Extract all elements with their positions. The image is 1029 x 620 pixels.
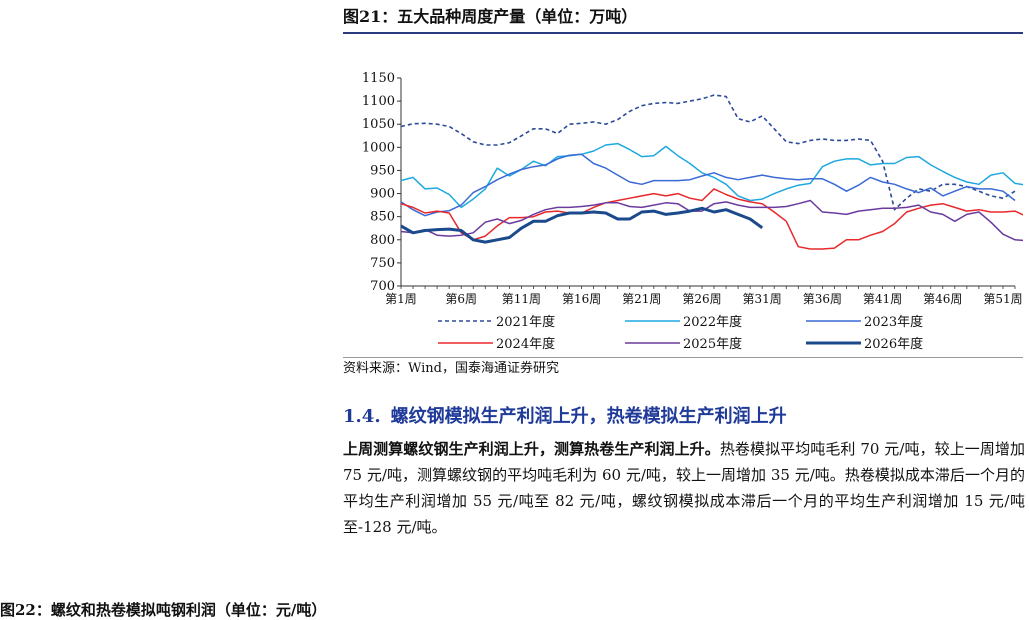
- y-tick-label: 800: [370, 233, 395, 248]
- x-tick-label: 第1周: [385, 292, 417, 306]
- legend-label-5: 2025年度: [683, 336, 742, 352]
- y-tick-label: 850: [370, 210, 395, 225]
- legend-label-2: 2022年度: [683, 314, 742, 330]
- series-line-6: [400, 206, 764, 244]
- paragraph-body: 热卷模拟平均吨毛利 70 元/吨，较上一周增加 75 元/吨，测算螺纹钢的平均吨…: [343, 440, 1025, 536]
- x-tick-label: 第46周: [923, 292, 962, 306]
- y-tick-label: 700: [370, 279, 395, 294]
- series-line-4: [400, 188, 1023, 250]
- series-line-1: [400, 94, 1016, 211]
- y-tick-label: 1100: [362, 94, 395, 109]
- x-tick-label: 第51周: [983, 292, 1022, 306]
- chart-axes: 700 750 800 850 900 950 1000 1050 1100 1150 第1周 第6周…: [362, 71, 1023, 306]
- series-line-5: [400, 199, 1023, 242]
- x-tick-label: 第21周: [622, 292, 661, 306]
- x-tick-label: 第31周: [743, 292, 782, 306]
- y-tick-label: 1050: [362, 117, 395, 132]
- legend-label-6: 2026年度: [864, 336, 923, 352]
- x-tick-label: 第26周: [682, 292, 721, 306]
- next-figure-title: 图22：螺纹和热卷模拟吨钢利润（单位：元/吨）: [0, 601, 327, 619]
- y-tick-label: 1150: [362, 71, 395, 86]
- chart-series: [400, 94, 1023, 250]
- source-rule: [343, 357, 1023, 358]
- section-title: 螺纹钢模拟生产利润上升，热卷模拟生产利润上升: [390, 406, 787, 427]
- y-tick-label: 1000: [362, 140, 395, 155]
- x-tick-label: 第36周: [803, 292, 842, 306]
- production-line-chart: 700 750 800 850 900 950 1000 1050 1100 1150 第1周 第6周…: [362, 71, 1023, 352]
- figure-title: 图21：五大品种周度产量（单位：万吨）: [343, 7, 638, 26]
- x-tick-label: 第16周: [562, 292, 601, 306]
- section-number: 1.4.: [343, 406, 381, 427]
- x-tick-label: 第41周: [863, 292, 902, 306]
- series-line-3: [400, 153, 1016, 217]
- y-tick-label: 750: [370, 256, 395, 271]
- section-heading: 1.4. 螺纹钢模拟生产利润上升，热卷模拟生产利润上升: [343, 404, 787, 430]
- paragraph-lead: 上周测算螺纹钢生产利润上升，测算热卷生产利润上升。: [343, 440, 720, 458]
- series-line-2: [400, 142, 1023, 209]
- y-tick-label: 900: [370, 187, 395, 202]
- chart-legend: 2021年度 2022年度 2023年度 2024年度 2025年度 2026年度: [438, 314, 923, 352]
- x-tick-label: 第11周: [502, 292, 541, 306]
- source-note: 资料来源：Wind，国泰海通证券研究: [343, 361, 559, 376]
- legend-label-3: 2023年度: [864, 314, 923, 330]
- x-tick-label: 第6周: [445, 292, 477, 306]
- title-rule: [343, 32, 1023, 34]
- body-paragraph: 上周测算螺纹钢生产利润上升，测算热卷生产利润上升。热卷模拟平均吨毛利 70 元/…: [343, 436, 1025, 540]
- legend-label-4: 2024年度: [496, 336, 555, 352]
- legend-label-1: 2021年度: [496, 314, 555, 330]
- y-tick-label: 950: [370, 163, 395, 178]
